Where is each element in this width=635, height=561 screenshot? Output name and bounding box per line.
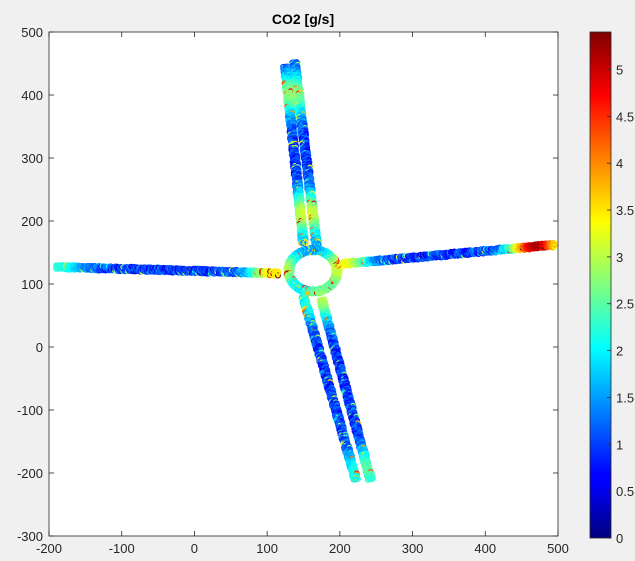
y-tick-label: 300 (21, 151, 43, 166)
y-tick-label: 0 (36, 340, 43, 355)
colorbar-tick-label: 0 (616, 531, 623, 546)
x-tick-label: 300 (402, 541, 424, 556)
data-point (354, 475, 361, 482)
colorbar-tick-label: 5 (616, 62, 623, 77)
colorbar-tick-label: 3.5 (616, 203, 634, 218)
data-point (336, 268, 343, 275)
y-tick-label: 200 (21, 214, 43, 229)
colorbar-tick-label: 3 (616, 250, 623, 265)
chart-title: CO2 [g/s] (272, 11, 334, 27)
x-axis: -200 -100 0 100 200 300 400 500 (36, 32, 569, 556)
colorbar-tick-label: 2 (616, 344, 623, 359)
data-point (333, 268, 340, 275)
data-point (352, 476, 359, 483)
x-tick-label: 400 (474, 541, 496, 556)
data-point (300, 240, 307, 247)
data-point (274, 272, 281, 279)
y-tick-label: 100 (21, 277, 43, 292)
colorbar-tick-label: 0.5 (616, 484, 634, 499)
colorbar (589, 31, 612, 539)
colorbar-ticks: 0 0.5 1 1.5 2 2.5 3 3.5 4 4.5 5 (607, 62, 634, 546)
x-tick-label: -200 (36, 541, 62, 556)
y-tick-label: 400 (21, 88, 43, 103)
colorbar-tick-label: 4 (616, 156, 623, 171)
x-tick-label: 100 (256, 541, 278, 556)
y-tick-label: 500 (21, 25, 43, 40)
x-tick-label: 0 (191, 541, 198, 556)
scatter-points (53, 59, 558, 483)
y-tick-label: -200 (17, 466, 43, 481)
colorbar-tick-label: 2.5 (616, 297, 634, 312)
x-tick-label: 500 (547, 541, 569, 556)
y-tick-label: -100 (17, 403, 43, 418)
x-tick-label: 200 (329, 541, 351, 556)
data-point (302, 239, 309, 246)
colorbar-tick-label: 1.5 (616, 390, 634, 405)
data-point (275, 268, 282, 275)
data-point (369, 475, 376, 482)
y-tick-label: -300 (17, 529, 43, 544)
colorbar-tick-label: 4.5 (616, 109, 634, 124)
colorbar-tick-label: 1 (616, 437, 623, 452)
data-point (551, 240, 558, 247)
x-tick-label: -100 (109, 541, 135, 556)
y-axis: -300 -200 -100 0 100 200 300 400 500 (17, 25, 558, 544)
